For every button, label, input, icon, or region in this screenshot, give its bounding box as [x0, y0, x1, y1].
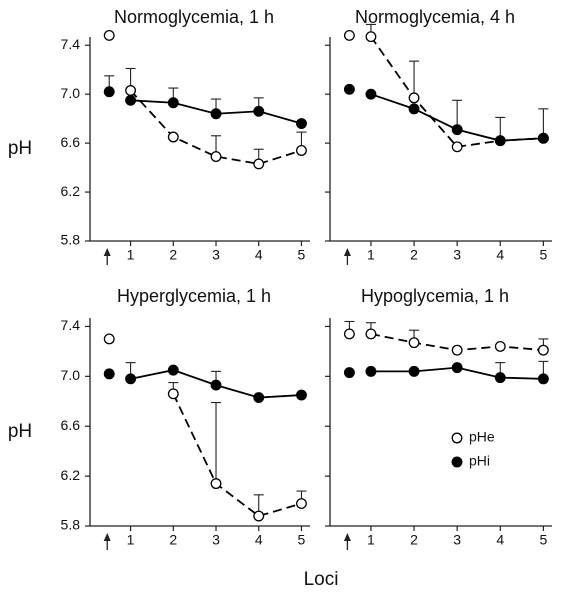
x-tick-label: 1	[367, 532, 375, 548]
x-tick-label: 2	[169, 532, 177, 548]
x-tick-label: 2	[410, 247, 418, 263]
x-tick-label: 4	[255, 247, 263, 263]
data-point	[537, 373, 549, 385]
x-tick-label: 3	[453, 532, 461, 548]
x-tick-label: 4	[496, 532, 504, 548]
data-point	[253, 105, 265, 117]
data-point	[451, 124, 463, 136]
panel-title: Normoglycemia, 1 h	[114, 7, 274, 27]
data-point	[343, 367, 355, 379]
data-point	[408, 92, 420, 104]
series-line	[129, 89, 302, 165]
data-point	[125, 85, 137, 96]
data-point	[253, 158, 265, 170]
x-tick-label: 5	[539, 532, 547, 548]
data-point	[103, 333, 115, 345]
y-axis-label: pH	[8, 421, 32, 442]
y-tick-label: 7.0	[61, 85, 81, 101]
x-tick-label: 2	[410, 532, 418, 548]
data-point	[365, 328, 377, 340]
x-tick-label: 3	[453, 247, 461, 263]
data-point	[296, 498, 307, 510]
data-point	[408, 337, 420, 349]
data-point	[343, 328, 355, 340]
panel-title: Hyperglycemia, 1 h	[117, 286, 271, 306]
data-point	[253, 392, 265, 404]
y-tick-label: 6.6	[61, 417, 81, 433]
data-point	[408, 365, 420, 377]
data-point	[451, 362, 463, 374]
data-point	[210, 478, 222, 490]
data-point	[296, 145, 307, 156]
data-point	[537, 344, 549, 356]
data-point	[296, 118, 307, 129]
data-point	[408, 103, 420, 115]
x-tick-label: 2	[169, 247, 177, 263]
baseline-arrow-head	[103, 533, 111, 541]
data-point	[125, 94, 137, 106]
x-axis-label: Loci	[304, 569, 339, 590]
data-point	[210, 108, 222, 120]
data-point	[167, 131, 179, 143]
data-point	[494, 135, 506, 147]
legend-marker	[451, 432, 463, 444]
data-point	[125, 373, 137, 385]
x-tick-label: 1	[127, 247, 135, 263]
data-point	[451, 141, 463, 153]
y-tick-label: 7.4	[61, 36, 81, 52]
data-point	[167, 364, 179, 376]
y-tick-label: 6.2	[61, 467, 81, 483]
x-tick-label: 5	[298, 532, 306, 548]
x-tick-label: 1	[367, 247, 375, 263]
data-point	[210, 151, 222, 163]
series-line	[172, 393, 302, 518]
data-point	[343, 29, 355, 41]
error-bar	[409, 60, 420, 98]
x-tick-label: 5	[298, 247, 306, 263]
x-tick-label: 3	[212, 532, 220, 548]
panel-title: Hypoglycemia, 1 h	[361, 286, 509, 306]
x-tick-label: 1	[127, 532, 135, 548]
legend-label: pHi	[469, 453, 490, 469]
data-point	[167, 388, 179, 400]
error-bar	[211, 401, 222, 484]
y-tick-label: 5.8	[61, 232, 81, 248]
y-tick-label: 5.8	[61, 517, 81, 533]
panel-title: Normoglycemia, 4 h	[355, 7, 515, 27]
legend-label: pHe	[469, 429, 495, 445]
data-point	[537, 132, 549, 144]
data-point	[103, 29, 115, 41]
baseline-arrow-head	[343, 248, 351, 256]
data-point	[103, 368, 115, 380]
data-point	[253, 510, 265, 522]
data-point	[494, 372, 506, 384]
data-point	[296, 389, 307, 401]
data-point	[365, 365, 377, 377]
baseline-arrow-head	[343, 533, 351, 541]
data-point	[210, 379, 222, 391]
x-tick-label: 5	[539, 247, 547, 263]
data-point	[494, 340, 506, 352]
x-tick-label: 4	[255, 532, 263, 548]
data-point	[365, 88, 377, 100]
y-tick-label: 6.6	[61, 134, 81, 150]
y-tick-label: 7.0	[61, 367, 81, 383]
data-point	[167, 97, 179, 109]
x-tick-label: 3	[212, 247, 220, 263]
legend-marker	[451, 456, 463, 468]
baseline-arrow-head	[103, 248, 111, 256]
y-tick-label: 7.4	[61, 317, 81, 333]
data-point	[103, 86, 115, 98]
y-tick-label: 6.2	[61, 183, 81, 199]
y-axis-label: pH	[8, 138, 32, 159]
data-point	[451, 344, 463, 356]
x-tick-label: 4	[496, 247, 504, 263]
data-point	[365, 31, 377, 43]
data-point	[343, 83, 355, 95]
